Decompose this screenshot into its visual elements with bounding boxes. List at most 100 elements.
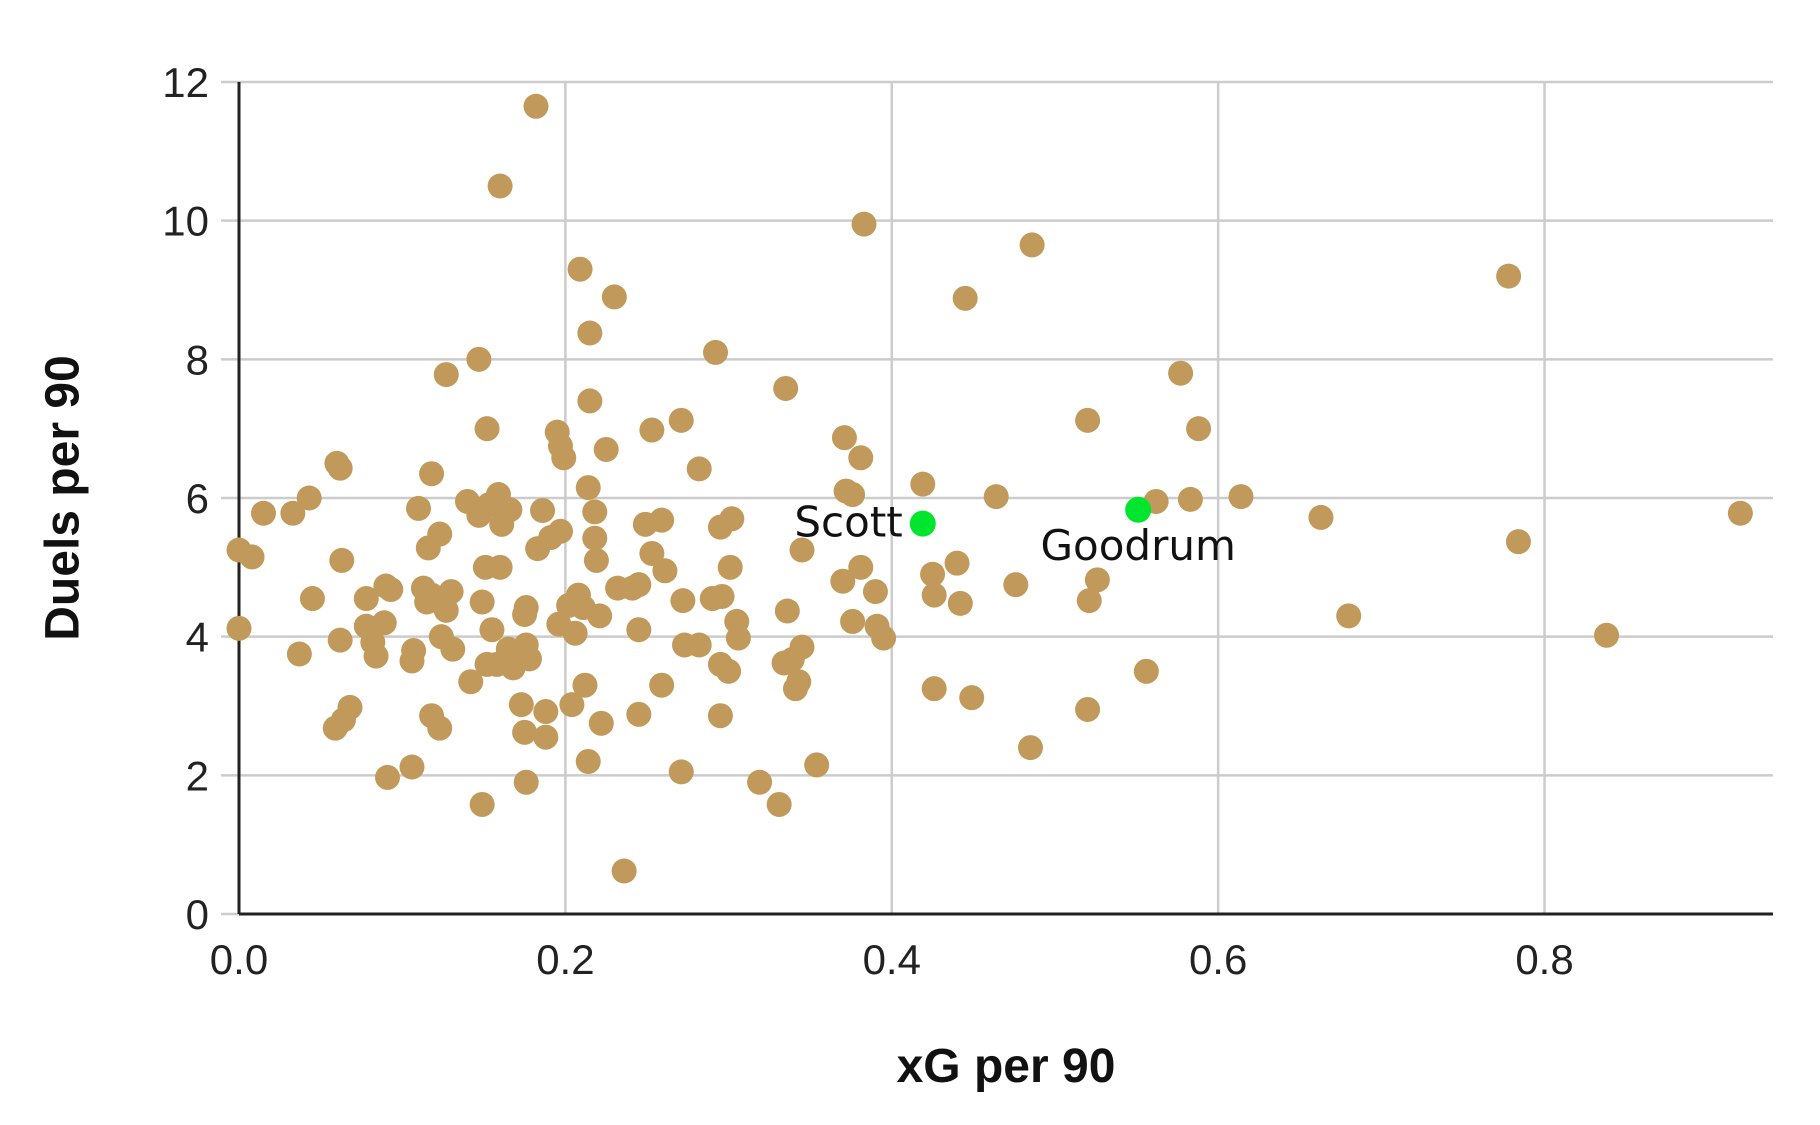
- scatter-point: [1228, 484, 1254, 510]
- annotation-label: Scott: [794, 498, 902, 547]
- scatter-point: [848, 554, 874, 580]
- scatter-point: [1336, 603, 1362, 629]
- scatter-point: [575, 475, 601, 501]
- x-tick-label: 0.6: [1189, 936, 1247, 983]
- scatter-point: [773, 375, 799, 401]
- scatter-point: [1594, 622, 1620, 648]
- x-tick-label: 0.2: [536, 936, 594, 983]
- scatter-point: [469, 589, 495, 615]
- scatter-point: [406, 495, 432, 521]
- highlight-point-scott: [909, 510, 936, 537]
- scatter-point: [239, 544, 265, 570]
- scatter-point: [952, 285, 978, 311]
- scatter-point: [921, 676, 947, 702]
- scatter-point: [766, 791, 792, 817]
- scatter-point: [577, 320, 603, 346]
- scatter-point: [717, 554, 743, 580]
- scatter-point: [438, 579, 464, 605]
- scatter-point: [626, 572, 652, 598]
- y-tick-label: 2: [186, 752, 209, 799]
- scatter-point: [512, 719, 538, 745]
- scatter-point: [747, 769, 773, 795]
- scatter-point: [716, 658, 742, 684]
- x-tick-label: 0.0: [210, 936, 268, 983]
- scatter-point: [639, 540, 665, 566]
- scatter-point: [487, 554, 513, 580]
- scatter-point: [771, 650, 797, 676]
- scatter-point: [959, 685, 985, 711]
- scatter-point: [525, 536, 551, 562]
- x-tick-label: 0.8: [1515, 936, 1573, 983]
- scatter-point: [523, 93, 549, 119]
- scatter-point: [466, 346, 492, 372]
- scatter-point: [1727, 500, 1753, 526]
- scatter-point: [670, 588, 696, 614]
- scatter-point: [1177, 486, 1203, 512]
- scatter-point: [830, 568, 856, 594]
- scatter-point: [851, 211, 877, 237]
- y-tick-labels: 0 2 4 6 8 10 12: [162, 59, 209, 938]
- scatter-point: [1003, 572, 1029, 598]
- scatter-point: [327, 455, 353, 481]
- scatter-point: [419, 461, 445, 487]
- scatter-point: [707, 514, 733, 540]
- scatter-point: [910, 471, 936, 497]
- scatter-point: [513, 769, 539, 795]
- scatter-point: [947, 590, 973, 616]
- scatter-point: [299, 586, 325, 612]
- scatter-point: [399, 754, 425, 780]
- scatter-point: [601, 284, 627, 310]
- scatter-point: [582, 525, 608, 551]
- scatter-point: [1017, 735, 1043, 761]
- highlight-point-goodrum: [1125, 496, 1152, 523]
- y-axis-title: Duels per 90: [37, 355, 90, 640]
- scatter-point: [587, 603, 613, 629]
- scatter-point: [415, 535, 441, 561]
- scatter-point: [709, 583, 735, 609]
- scatter-point: [327, 627, 353, 653]
- scatter-point: [567, 256, 593, 282]
- scatter-point: [440, 636, 466, 662]
- scatter-point: [433, 362, 459, 388]
- scatter-point: [871, 625, 897, 651]
- scatter-point: [725, 625, 751, 651]
- scatter-point: [1075, 696, 1101, 722]
- scatter-point: [649, 672, 675, 698]
- scatter-point: [583, 547, 609, 573]
- scatter-point: [469, 791, 495, 817]
- scatter-point: [774, 598, 800, 624]
- scatter-point: [862, 579, 888, 605]
- scatter-point: [652, 558, 678, 584]
- scatter-point: [1505, 529, 1531, 555]
- scatter-point: [921, 582, 947, 608]
- scatter-point: [533, 724, 559, 750]
- scatter-point: [1019, 232, 1045, 258]
- scatter-point: [559, 692, 585, 718]
- scatter-point: [530, 497, 556, 523]
- scatter-point: [533, 699, 559, 725]
- scatter-point: [458, 669, 484, 695]
- scatter-point: [353, 586, 379, 612]
- scatter-point: [626, 701, 652, 727]
- scatter-point: [588, 710, 614, 736]
- scatter-point: [1186, 416, 1212, 442]
- y-tick-label: 8: [186, 336, 209, 383]
- scatter-point: [296, 485, 322, 511]
- x-tick-label: 0.4: [863, 936, 921, 983]
- scatter-point: [322, 715, 348, 741]
- scatter-point: [840, 482, 866, 508]
- scatter-point: [626, 617, 652, 643]
- scatter-point: [582, 499, 608, 525]
- scatter-point: [611, 858, 637, 884]
- scatter-point: [489, 511, 515, 537]
- y-tick-label: 12: [162, 59, 209, 106]
- annotation-label: Goodrum: [1040, 521, 1235, 570]
- scatter-point: [414, 589, 440, 615]
- scatter-point: [1084, 567, 1110, 593]
- scatter-point: [632, 511, 658, 537]
- scatter-point: [1075, 407, 1101, 433]
- scatter-point: [686, 456, 712, 482]
- scatter-point: [512, 601, 538, 627]
- scatter-point: [668, 759, 694, 785]
